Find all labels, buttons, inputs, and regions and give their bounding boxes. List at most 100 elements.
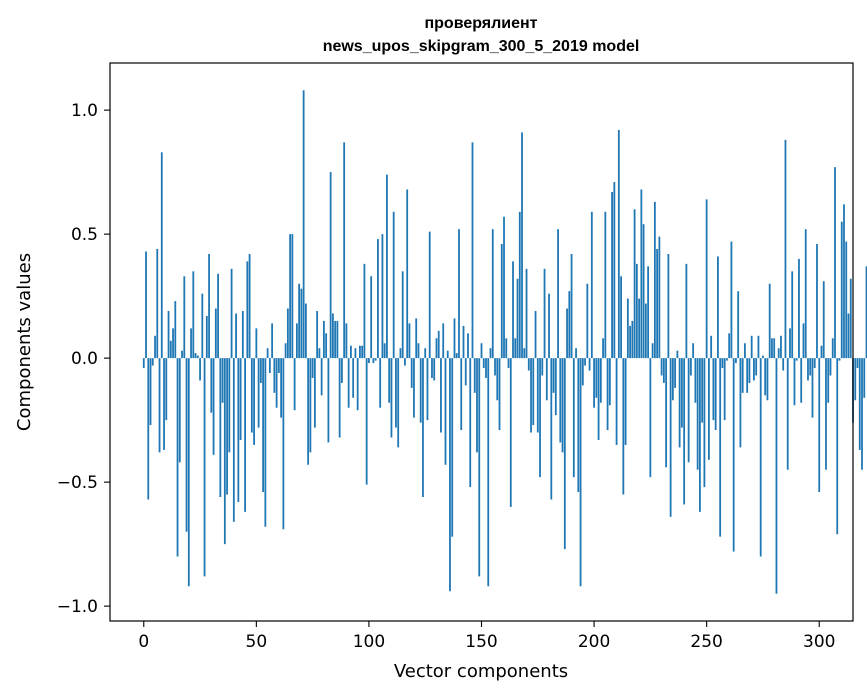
bar-197 (586, 283, 589, 359)
bar-137 (451, 358, 454, 537)
bar-80 (322, 320, 325, 359)
bar-15 (176, 358, 179, 557)
bar-281 (775, 358, 778, 594)
bar-174 (534, 311, 537, 359)
bar-112 (395, 358, 397, 428)
bar-299 (816, 244, 818, 359)
bar-61 (280, 358, 283, 418)
bar-282 (777, 348, 780, 359)
bar-284 (782, 358, 785, 371)
bar-293 (802, 323, 805, 359)
bar-275 (762, 355, 764, 359)
bar-81 (325, 333, 328, 359)
bar-141 (460, 358, 463, 431)
bar-289 (793, 358, 796, 406)
bar-114 (399, 348, 402, 359)
bar-67 (293, 358, 296, 411)
bar-245 (694, 358, 697, 403)
bar-292 (800, 358, 803, 403)
bar-135 (446, 350, 449, 359)
bar-303 (825, 358, 827, 470)
bar-183 (554, 358, 557, 416)
bar-255 (717, 256, 719, 359)
bar-166 (516, 278, 519, 359)
bar-257 (721, 358, 724, 369)
x-tick-label: 300 (803, 632, 835, 652)
bar-10 (165, 358, 168, 421)
bar-99 (365, 358, 368, 485)
bar-228 (656, 249, 659, 359)
bar-121 (415, 318, 418, 359)
bar-297 (811, 358, 814, 418)
bar-98 (363, 263, 366, 359)
bar-85 (334, 320, 337, 359)
bar-214 (624, 358, 627, 445)
x-axis-ticks: 0 50 100 150 200 250 300 (138, 621, 835, 652)
bar-248 (701, 358, 704, 423)
bar-261 (730, 241, 733, 359)
bar-97 (361, 345, 364, 359)
bar-160 (503, 216, 505, 359)
bar-232 (665, 358, 668, 468)
bar-251 (708, 358, 710, 460)
bar-286 (786, 358, 789, 470)
bar-235 (671, 358, 674, 401)
bar-307 (834, 167, 836, 359)
bar-132 (440, 358, 442, 433)
bar-2 (147, 358, 150, 500)
bar-215 (626, 298, 629, 359)
bar-201 (595, 358, 598, 398)
bar-189 (568, 291, 571, 359)
bar-101 (370, 276, 373, 359)
bar-23 (194, 353, 197, 359)
bar-71 (302, 90, 305, 359)
bar-260 (728, 333, 731, 359)
bar-155 (491, 229, 494, 359)
bar-233 (667, 253, 670, 359)
bar-110 (390, 358, 393, 438)
bar-188 (566, 308, 568, 359)
bar-162 (507, 358, 510, 369)
bar-258 (723, 358, 726, 421)
bar-266 (741, 358, 744, 393)
bar-302 (822, 281, 825, 359)
bar-38 (228, 358, 231, 453)
bar-288 (791, 271, 794, 359)
bar-227 (653, 201, 656, 359)
bar-223 (644, 303, 647, 359)
bar-58 (273, 358, 276, 393)
bar-164 (512, 261, 514, 359)
bar-4 (151, 358, 154, 366)
bar-229 (658, 236, 661, 359)
bar-30 (210, 358, 213, 413)
bar-8 (160, 152, 163, 359)
bar-316 (854, 358, 857, 401)
bar-230 (660, 358, 663, 376)
bar-111 (392, 211, 395, 359)
bar-20 (187, 358, 190, 587)
bar-152 (485, 358, 487, 378)
bar-298 (813, 358, 816, 369)
bar-320 (863, 358, 866, 398)
bar-220 (638, 298, 641, 359)
y-axis-ticks: −1.0 −0.5 0.0 0.5 1.0 (57, 101, 110, 617)
bar-213 (622, 358, 625, 495)
bar-193 (577, 358, 580, 493)
bar-120 (413, 358, 415, 418)
bar-79 (320, 358, 323, 396)
bar-252 (710, 335, 713, 359)
bar-122 (417, 343, 420, 359)
bar-274 (759, 358, 762, 557)
bar-3 (149, 358, 152, 426)
bar-179 (545, 358, 548, 401)
bar-131 (437, 330, 440, 359)
bar-7 (158, 358, 161, 453)
bar-126 (426, 358, 429, 421)
bar-209 (613, 182, 616, 359)
bar-147 (473, 358, 476, 393)
y-tick-label: −1.0 (57, 597, 98, 617)
bar-95 (356, 358, 359, 411)
bar-59 (275, 358, 278, 408)
bar-18 (183, 276, 186, 359)
